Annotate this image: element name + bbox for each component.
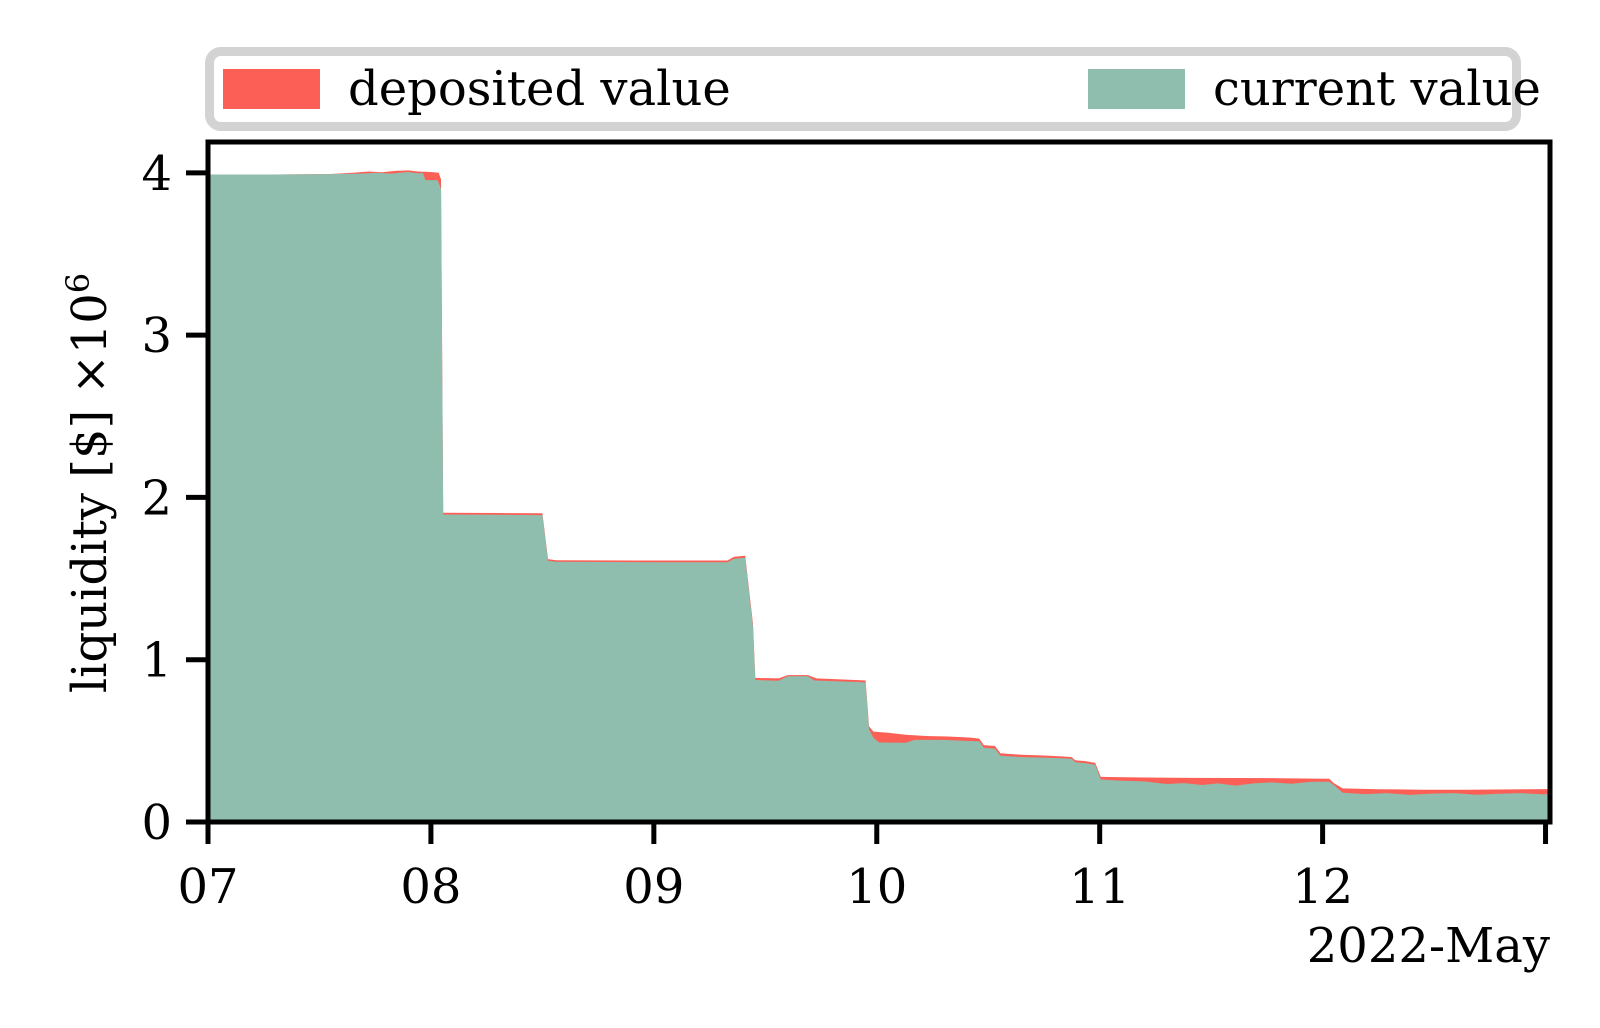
y-axis-label-exponent: 6 [59,272,97,294]
x-tick-label-12: 12 [1292,859,1353,915]
current-value-area [208,172,1550,822]
y-tick-label-4: 4 [141,146,172,202]
y-tick-label-1: 1 [141,633,172,689]
y-tick-label-2: 2 [141,470,172,526]
chart-legend: deposited value current value [205,47,1541,131]
x-tick-label-07: 07 [177,859,238,915]
deposited-value-legend-label: deposited value [348,61,731,117]
x-tick-label-09: 09 [623,859,684,915]
y-tick-label-0: 0 [141,795,172,851]
x-axis-offset-label: 2022-May [1307,918,1550,974]
x-tick-label-11: 11 [1069,859,1130,915]
current-value-swatch [1088,69,1185,109]
y-tick-label-3: 3 [141,308,172,364]
x-tick-label-10: 10 [846,859,907,915]
y-axis-label: liquidity [$] ×106 [47,83,118,883]
deposited-value-swatch [223,69,320,109]
current-value-legend-label: current value [1213,61,1541,117]
y-axis-label-text: liquidity [$] ×10 [62,293,118,694]
x-tick-label-08: 08 [400,859,461,915]
